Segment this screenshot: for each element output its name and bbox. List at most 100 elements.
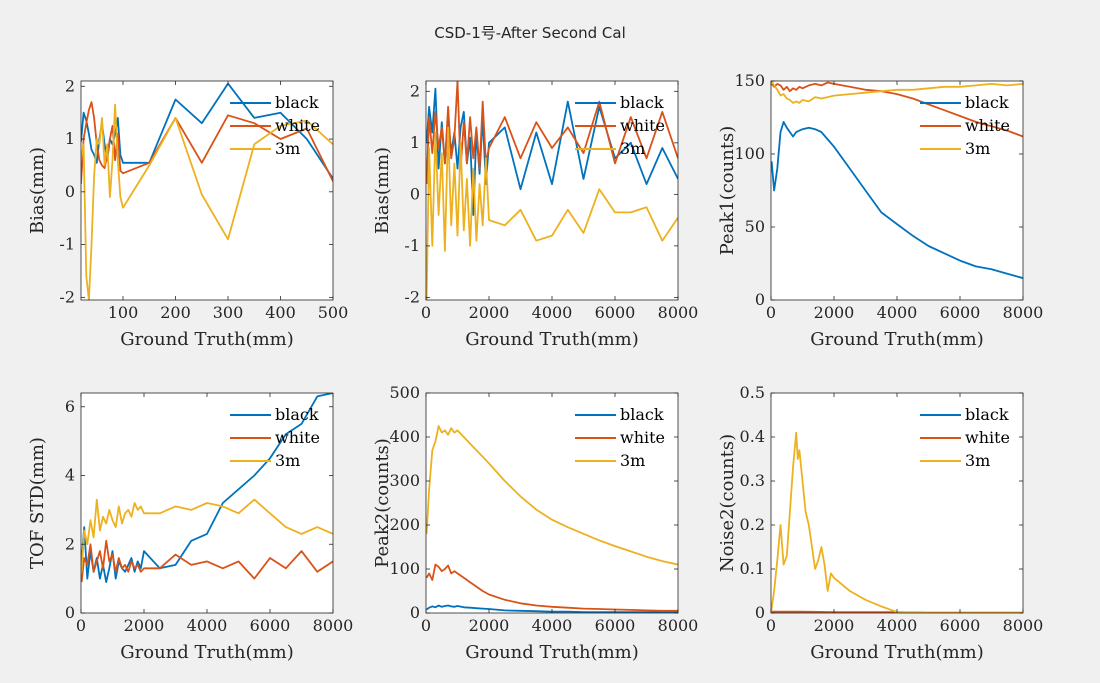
figure-title: CSD-1号-After Second Cal <box>434 24 626 42</box>
series-line-black <box>771 121 1023 279</box>
series-line-white <box>81 101 333 184</box>
y-tick-label: 2 <box>410 81 420 100</box>
series-line-3m <box>81 498 333 572</box>
y-tick-label: 0.5 <box>740 383 765 402</box>
y-tick-label: 0.4 <box>740 427 765 446</box>
y-tick-label: 400 <box>389 427 420 446</box>
y-tick-label: 0 <box>755 603 765 622</box>
y-tick-label: 0 <box>755 290 765 309</box>
legend: black white 3m <box>920 405 1010 470</box>
legend: black white 3m <box>230 405 320 470</box>
legend-label-3m: 3m <box>275 139 300 158</box>
series-line-black <box>426 604 678 613</box>
legend-label-3m: 3m <box>965 451 990 470</box>
y-tick-label: 0.2 <box>740 515 765 534</box>
y-tick-label: 150 <box>734 71 765 90</box>
x-tick-label: 4000 <box>532 303 573 322</box>
subplot-3: 0 2000 4000 6000 8000 0 50 100 150 Ground Truth(m… <box>717 71 1043 350</box>
series-line-3m <box>426 425 678 566</box>
subplot-4: 0 2000 4000 6000 8000 0 2 4 6 Ground Truth(mm) TOF… <box>27 392 354 663</box>
legend-label-black: black <box>965 93 1009 112</box>
x-tick-label: 6000 <box>940 303 981 322</box>
x-tick-label: 4000 <box>877 303 918 322</box>
x-tick-label: 6000 <box>940 616 981 635</box>
x-tick-label: 100 <box>108 303 139 322</box>
x-axis-label: Ground Truth(mm) <box>810 329 983 350</box>
x-tick-label: 0 <box>766 616 776 635</box>
plot-area <box>771 393 1023 613</box>
x-tick-label: 8000 <box>658 303 699 322</box>
y-tick-label: 500 <box>389 383 420 402</box>
x-tick-label: 2000 <box>814 303 855 322</box>
y-tick-label: 4 <box>65 466 75 485</box>
series-line-3m <box>81 103 333 300</box>
x-axis-label: Ground Truth(mm) <box>120 642 293 663</box>
x-axis-label: Ground Truth(mm) <box>465 329 638 350</box>
x-tick-label: 6000 <box>595 616 636 635</box>
x-tick-label: 2000 <box>469 303 510 322</box>
y-axis-label: TOF STD(mm) <box>27 437 48 569</box>
x-tick-label: 8000 <box>313 616 354 635</box>
x-tick-label: 200 <box>160 303 191 322</box>
legend: black white 3m <box>230 93 320 158</box>
y-tick-label: 100 <box>389 559 420 578</box>
subplot-1: 100 200 300 400 500 -2 -1 0 1 2 Ground Truth(mm) Bi… <box>27 76 348 350</box>
y-tick-label: -1 <box>59 235 75 254</box>
y-tick-label: 0.3 <box>740 471 765 490</box>
x-tick-label: 8000 <box>658 616 699 635</box>
y-tick-label: 0 <box>65 603 75 622</box>
x-tick-label: 4000 <box>187 616 228 635</box>
legend: black white 3m <box>575 405 665 470</box>
x-tick-label: 0 <box>421 303 431 322</box>
legend-label-white: white <box>965 116 1010 135</box>
series-line-white <box>426 81 678 185</box>
series-line-black <box>81 393 333 583</box>
series-line-white <box>426 563 678 612</box>
y-tick-label: 0 <box>410 184 420 203</box>
series-line-white <box>771 81 1023 138</box>
legend-label-white: white <box>620 116 665 135</box>
plot-area <box>426 393 678 613</box>
legend-label-black: black <box>620 405 664 424</box>
y-tick-label: 200 <box>389 515 420 534</box>
x-axis-label: Ground Truth(mm) <box>810 642 983 663</box>
y-tick-label: 300 <box>389 471 420 490</box>
legend-label-black: black <box>275 405 319 424</box>
x-tick-label: 8000 <box>1003 303 1044 322</box>
legend: black white 3m <box>920 93 1010 158</box>
y-axis-label: Bias(mm) <box>372 147 393 234</box>
series-line-3m <box>426 126 678 300</box>
x-tick-label: 2000 <box>469 616 510 635</box>
series-line-3m <box>771 81 1023 104</box>
legend: black white 3m <box>575 93 665 158</box>
legend-label-3m: 3m <box>965 139 990 158</box>
y-axis-label: Bias(mm) <box>27 147 48 234</box>
x-tick-label: 0 <box>421 616 431 635</box>
plot-area <box>81 81 333 300</box>
x-tick-label: 4000 <box>877 616 918 635</box>
y-axis-label: Noise2(counts) <box>717 434 738 572</box>
x-axis-label: Ground Truth(mm) <box>465 642 638 663</box>
y-axis-label: Peak1(counts) <box>717 126 738 256</box>
subplot-2: 0 2000 4000 6000 8000 -2 -1 0 1 2 Ground Truth(mm)… <box>372 80 699 350</box>
x-tick-label: 2000 <box>124 616 165 635</box>
series-line-white <box>81 539 333 583</box>
x-axis-label: Ground Truth(mm) <box>120 329 293 350</box>
legend-label-3m: 3m <box>275 451 300 470</box>
legend-label-black: black <box>275 93 319 112</box>
legend-label-3m: 3m <box>620 451 645 470</box>
x-tick-label: 400 <box>265 303 296 322</box>
y-tick-label: 0.1 <box>740 559 765 578</box>
x-tick-label: 4000 <box>532 616 573 635</box>
subplot-5: 0 2000 4000 6000 8000 0 100 200 300 400 500 Ground … <box>372 383 698 663</box>
subplot-6: 0 2000 4000 6000 8000 0 0.1 0.2 0.3 0.4 0.5 Ground … <box>717 383 1043 663</box>
axes-frame <box>80 80 334 301</box>
legend-label-white: white <box>275 428 320 447</box>
y-tick-label: 50 <box>745 217 765 236</box>
y-tick-label: 1 <box>410 133 420 152</box>
x-tick-label: 6000 <box>250 616 291 635</box>
legend-label-black: black <box>965 405 1009 424</box>
plot-area <box>771 81 1023 300</box>
y-tick-label: 100 <box>734 144 765 163</box>
